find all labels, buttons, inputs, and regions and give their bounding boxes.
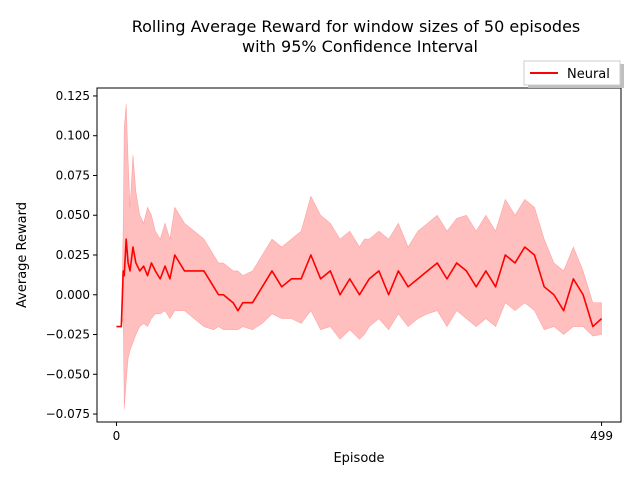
chart-title-line-2: with 95% Confidence Interval [242, 37, 478, 56]
y-tick-label: 0.075 [56, 168, 90, 182]
y-tick-label: 0.100 [56, 129, 90, 143]
y-tick-label: −0.050 [46, 367, 90, 381]
legend-label-neural: Neural [567, 67, 610, 82]
series-line-neural [116, 238, 603, 328]
y-tick-label: −0.025 [46, 328, 90, 342]
confidence-interval-band [116, 103, 602, 410]
y-tick-label: 0.125 [56, 89, 90, 103]
x-axis: 0 499 [113, 422, 613, 443]
x-tick-label: 499 [590, 429, 613, 443]
legend: Neural [523, 60, 624, 88]
y-axis-label: Average Reward [15, 202, 30, 308]
y-axis: −0.075 −0.050 −0.025 0.000 0.025 0.050 0.075 0.… [46, 89, 97, 421]
x-axis-label: Episode [333, 451, 384, 466]
x-tick-label: 0 [113, 429, 121, 443]
y-tick-label: 0.050 [56, 208, 90, 222]
plot-area [116, 103, 603, 410]
y-tick-label: −0.075 [46, 407, 90, 421]
chart-title-line-1: Rolling Average Reward for window sizes … [132, 17, 581, 36]
y-tick-label: 0.000 [56, 288, 90, 302]
y-tick-label: 0.025 [56, 248, 90, 262]
